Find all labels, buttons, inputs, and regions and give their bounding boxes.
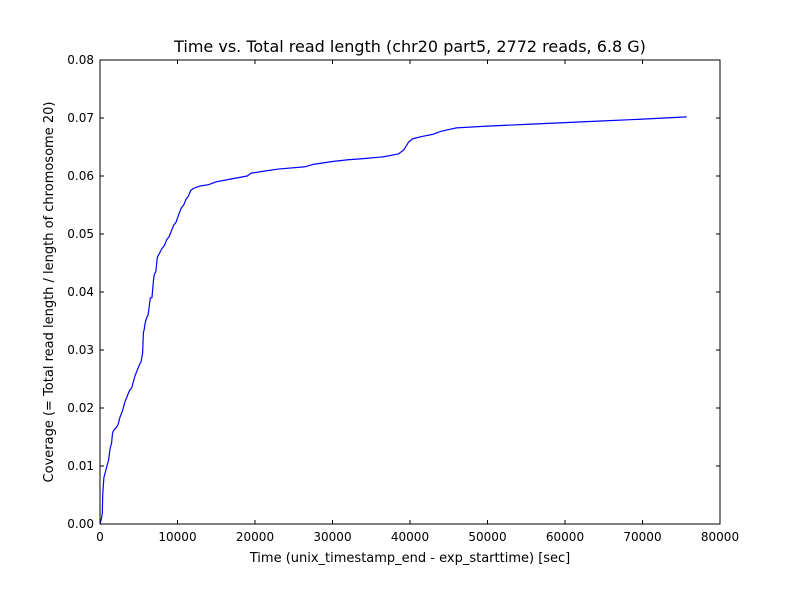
axis-ticks: 0 10000 20000 30000 40000 50000 60000 70000 8000… [67,53,739,544]
x-tick-label: 40000 [391,530,429,544]
series-group [99,116,687,525]
y-tick-label: 0.03 [67,343,94,357]
y-tick-label: 0.06 [67,169,94,183]
x-tick-label: 20000 [236,530,274,544]
x-tick-label: 60000 [546,530,584,544]
x-tick-label: 70000 [623,530,661,544]
chart-title: Time vs. Total read length (chr20 part5,… [173,37,646,56]
y-axis-label: Coverage (= Total read length / length o… [42,102,57,483]
coverage-series-line [99,116,687,525]
x-tick-label: 10000 [158,530,196,544]
plot-frame [99,59,721,525]
x-tick-label: 80000 [701,530,739,544]
x-axis-label: Time (unix_timestamp_end - exp_starttime… [249,551,571,566]
y-tick-label: 0.02 [67,401,94,415]
y-tick-label: 0.01 [67,459,94,473]
x-tick-label: 30000 [313,530,351,544]
y-tick-label: 0.08 [67,53,94,67]
y-tick-label: 0.04 [67,285,94,299]
y-tick-label: 0.05 [67,227,94,241]
x-tick-label: 50000 [468,530,506,544]
x-tick-label: 0 [96,530,104,544]
y-tick-label: 0.00 [67,517,94,531]
y-tick-label: 0.07 [67,111,94,125]
